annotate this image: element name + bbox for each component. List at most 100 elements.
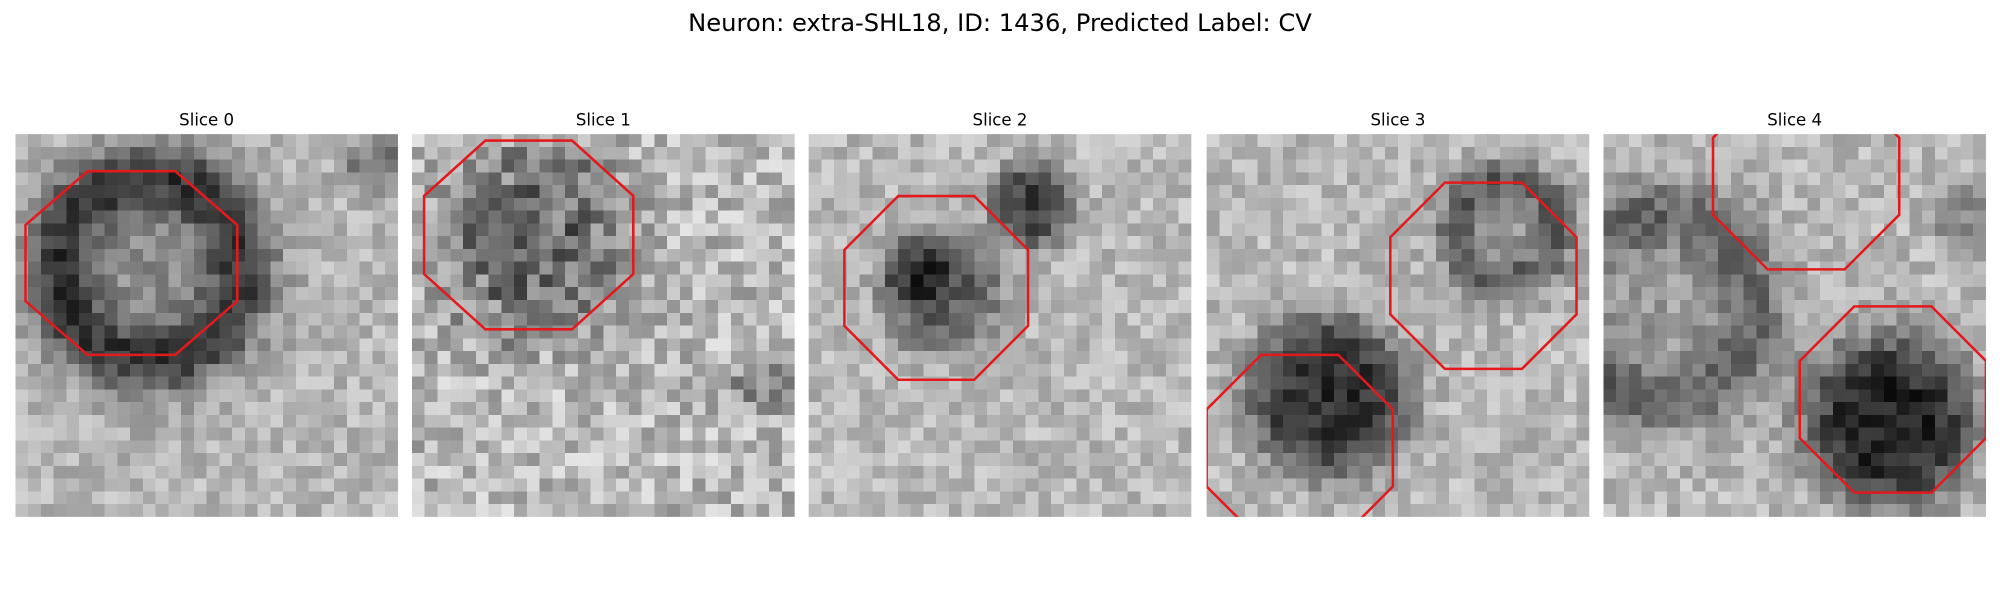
pixel [1038,389,1052,403]
pixel [1563,414,1578,429]
pixel [28,351,42,365]
pixel [1089,248,1103,263]
pixel [334,146,348,161]
pixel [1063,389,1078,403]
pixel [539,389,553,403]
pixel [1257,172,1272,186]
pixel [1397,478,1412,492]
pixel [1883,261,1898,276]
pixel [590,261,604,276]
pixel [130,274,144,288]
pixel [15,414,29,429]
pixel [705,402,719,416]
pixel [385,504,398,517]
pixel [1283,427,1297,441]
pixel [526,491,541,505]
pixel [1257,159,1272,174]
pixel [91,261,106,276]
pixel [974,504,988,517]
pixel [15,465,29,480]
pixel [1410,159,1425,174]
pixel [1871,338,1885,352]
pixel [948,146,963,161]
pixel [66,223,80,237]
pixel [1127,223,1141,237]
pixel [1922,261,1936,276]
pixel [1896,363,1911,378]
pixel [1114,351,1129,365]
pixel [168,376,182,390]
pixel [923,197,937,212]
pixel [616,223,630,237]
panel-title: Slice 2 [973,110,1028,129]
pixel [1244,453,1259,467]
pixel [730,248,745,263]
pixel [1769,402,1783,416]
pixel [372,274,386,288]
pixel [488,478,502,492]
pixel [1743,440,1758,454]
pixel [1025,185,1039,199]
pixel [359,197,374,212]
pixel [321,312,335,327]
pixel [424,414,439,429]
pixel [834,389,848,403]
pixel [885,248,899,263]
pixel [577,363,592,378]
pixel [232,261,246,276]
pixel [667,389,681,403]
pixel [743,274,758,288]
pixel [1934,236,1949,250]
pixel [730,185,745,199]
pixel [411,223,426,237]
pixel [885,440,899,454]
pixel [552,274,566,288]
pixel [654,427,668,441]
pixel [1397,402,1412,416]
pixel [692,274,706,288]
pixel [1781,491,1796,505]
pixel [1334,223,1348,237]
pixel [257,478,272,492]
pixel [1654,453,1668,467]
pixel [961,210,976,225]
pixel [552,248,566,263]
pixel [1896,453,1911,467]
pixel [1448,312,1463,327]
pixel [730,146,745,161]
pixel [1153,172,1167,186]
pixel [1359,236,1374,250]
pixel [1232,300,1246,314]
pixel [308,465,323,480]
pixel [654,504,668,517]
pixel [1178,351,1192,365]
pixel [1807,389,1821,403]
pixel [437,274,451,288]
pixel [232,274,246,288]
pixel [590,146,604,161]
pixel [1359,338,1374,352]
pixel [781,287,795,301]
pixel [475,146,490,161]
pixel [1295,300,1310,314]
pixel [1718,248,1732,263]
pixel [590,491,604,505]
pixel [1000,236,1014,250]
pixel [1436,389,1450,403]
pixel [603,261,617,276]
pixel [130,146,144,161]
pixel [1781,363,1796,378]
pixel [577,389,592,403]
pixel [155,236,170,250]
pixel [1321,427,1335,441]
pixel [1692,325,1706,339]
pixel [1692,172,1706,186]
pixel [1934,402,1949,416]
pixel [1321,389,1335,403]
pixel [1219,287,1233,301]
pixel [1114,287,1129,301]
pixel [1114,274,1129,288]
pixel [450,287,464,301]
pixel [743,427,758,441]
pixel [1743,453,1758,467]
